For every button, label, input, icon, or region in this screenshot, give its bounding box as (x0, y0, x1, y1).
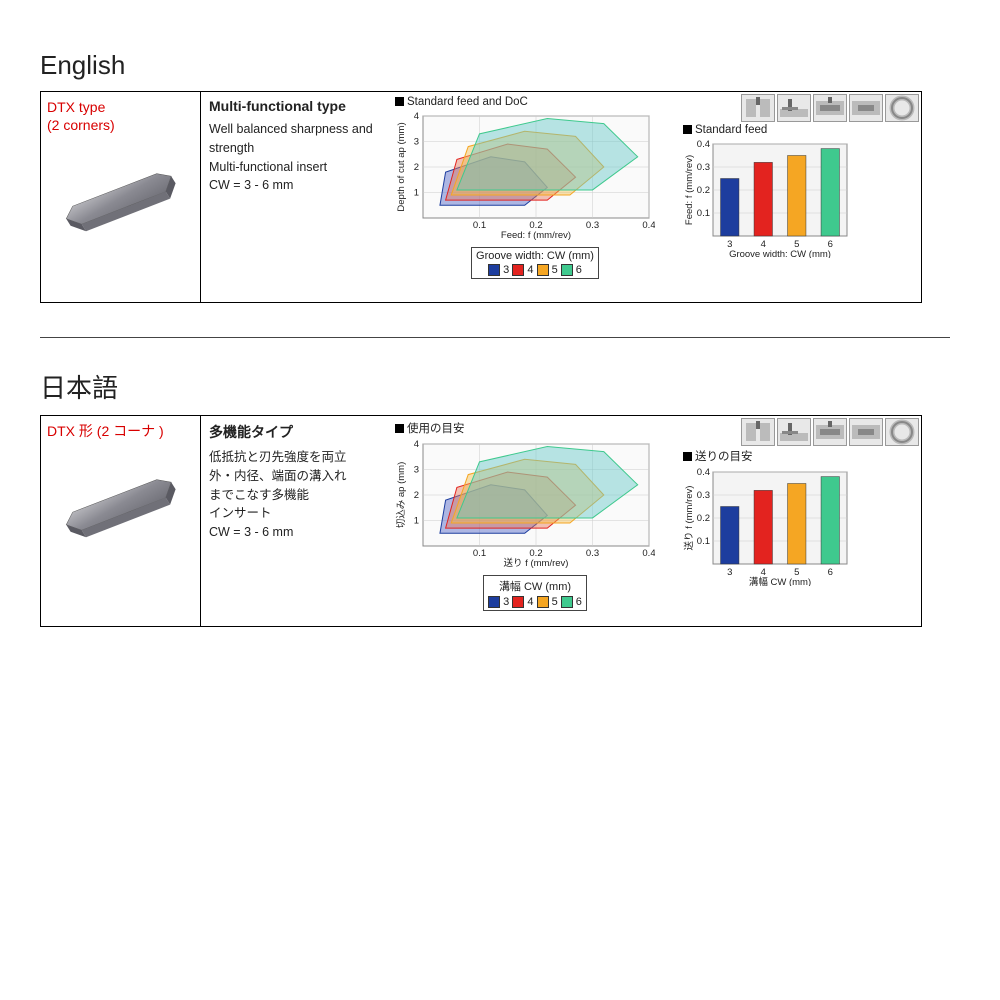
spec-panel: DTX type(2 corners) Multi-functional typ… (40, 91, 922, 303)
svg-text:0.2: 0.2 (697, 513, 710, 524)
svg-text:Feed: f (mm/rev): Feed: f (mm/rev) (501, 230, 571, 240)
legend: Groove width: CW (mm) 3 4 5 6 (471, 247, 599, 279)
bar-chart: 0.10.20.30.4 3 4 5 6 溝幅 CW (mm) 送り f (mm… (683, 466, 853, 586)
application-icons (741, 94, 919, 122)
insert-image (47, 458, 187, 548)
desc-body: 低抵抗と刃先強度を両立外・内径、端面の溝入れまでこなす多機能インサートCW = … (209, 448, 383, 542)
lang-title: English (40, 50, 960, 81)
svg-text:0.3: 0.3 (586, 220, 599, 231)
svg-text:0.3: 0.3 (697, 162, 710, 173)
desc-title: Multi-functional type (209, 98, 383, 114)
svg-text:3: 3 (727, 567, 732, 578)
svg-text:1: 1 (414, 188, 419, 199)
type-label: DTX type(2 corners) (47, 98, 194, 134)
svg-text:0.1: 0.1 (473, 548, 486, 559)
svg-text:0.1: 0.1 (697, 208, 710, 219)
svg-text:2: 2 (414, 162, 419, 173)
svg-text:0.4: 0.4 (697, 467, 710, 478)
svg-text:0.3: 0.3 (586, 548, 599, 559)
bar-chart: 0.10.20.30.4 3 4 5 6 Groove width: CW (m… (683, 138, 853, 258)
legend: 溝幅 CW (mm) 3 4 5 6 (483, 575, 587, 611)
region-chart: 0.10.20.30.41234 送り f (mm/rev) 切込み ap (m… (395, 438, 655, 568)
svg-text:4: 4 (414, 111, 419, 122)
svg-text:0.2: 0.2 (697, 185, 710, 196)
svg-text:6: 6 (828, 567, 833, 578)
svg-text:2: 2 (414, 490, 419, 501)
svg-text:3: 3 (414, 465, 419, 476)
bar-chart-title: 送りの目安 (683, 448, 853, 464)
svg-text:0.3: 0.3 (697, 490, 710, 501)
svg-text:0.4: 0.4 (642, 220, 655, 231)
svg-text:0.4: 0.4 (642, 548, 655, 559)
lang-title: 日本語 (40, 368, 960, 405)
svg-text:送り f (mm/rev): 送り f (mm/rev) (683, 486, 695, 551)
region-chart: 0.10.20.30.41234 Feed: f (mm/rev) Depth … (395, 110, 655, 240)
bar-chart-title: Standard feed (683, 124, 853, 136)
desc-body: Well balanced sharpness and strengthMult… (209, 120, 383, 195)
desc-title: 多機能タイプ (209, 422, 383, 442)
svg-text:3: 3 (414, 137, 419, 148)
region-chart-title: 使用の目安 (395, 420, 675, 436)
type-label: DTX 形 (2 コーナ ) (47, 422, 194, 440)
region-chart-title: Standard feed and DoC (395, 96, 675, 108)
spec-panel: DTX 形 (2 コーナ ) 多機能タイプ 低抵抗と刃先強度を両立外・内径、端面… (40, 415, 922, 627)
svg-text:Feed: f (mm/rev): Feed: f (mm/rev) (684, 155, 695, 225)
svg-text:0.1: 0.1 (697, 536, 710, 547)
svg-text:送り f (mm/rev): 送り f (mm/rev) (504, 557, 569, 568)
svg-text:1: 1 (414, 516, 419, 527)
svg-text:Groove width: CW (mm): Groove width: CW (mm) (729, 249, 831, 258)
svg-text:Depth of cut ap (mm): Depth of cut ap (mm) (396, 122, 407, 211)
svg-text:切込み ap (mm): 切込み ap (mm) (396, 462, 407, 529)
application-icons (741, 418, 919, 446)
svg-text:0.4: 0.4 (697, 139, 710, 150)
svg-text:0.1: 0.1 (473, 220, 486, 231)
insert-image (47, 152, 187, 242)
svg-text:溝幅 CW (mm): 溝幅 CW (mm) (749, 576, 811, 586)
svg-text:4: 4 (414, 439, 419, 450)
